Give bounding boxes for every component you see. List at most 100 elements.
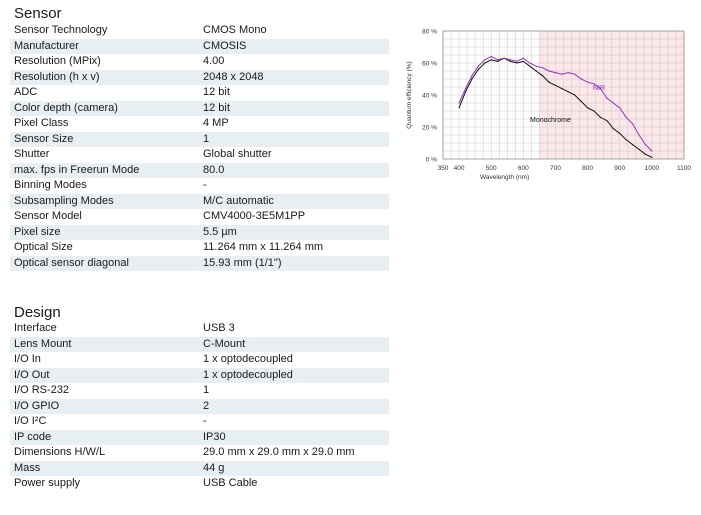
- series-label-monochrome: Monochrome: [530, 117, 571, 124]
- sensor-spec-row: ADC 12 bit: [10, 85, 389, 101]
- sensor-spec-table: Sensor Technology CMOS Mono Manufacturer CM…: [10, 23, 389, 271]
- x-tick-label: 350: [438, 165, 449, 172]
- data-point-monochrome: [522, 60, 524, 63]
- data-point-monochrome: [464, 91, 467, 93]
- sensor-spec-row: Pixel size 5.5 µm: [10, 224, 389, 240]
- spec-value: CMOS Mono: [203, 24, 267, 36]
- spec-value: 29.0 mm x 29.0 mm x 29.0 mm: [203, 446, 355, 458]
- spec-value: C-Mount: [203, 337, 246, 350]
- data-point-monochrome: [612, 128, 614, 130]
- sensor-spec-row: Resolution (MPix) 4.00: [10, 54, 389, 70]
- data-point-nir: [471, 75, 473, 77]
- spec-label: Power supply: [14, 477, 81, 489]
- data-point-nir: [631, 123, 634, 125]
- data-point-monochrome: [509, 60, 512, 63]
- spec-value: CMV4000-3E5M1PP: [203, 210, 306, 222]
- data-point-nir: [484, 59, 486, 61]
- sensor-spec-row: Color depth (camera) 12 bit: [10, 100, 389, 116]
- spec-value: 80.0: [203, 163, 225, 176]
- sensor-spec-row: Pixel Class 4 MP: [10, 116, 389, 132]
- x-tick-label: 1100: [677, 165, 691, 172]
- design-spec-row: I/O In 1 x optodecoupled: [10, 352, 389, 368]
- spec-value: 4.00: [203, 55, 225, 67]
- spec-value: IP30: [203, 430, 226, 443]
- data-point-nir: [651, 150, 653, 152]
- spec-label: Dimensions H/W/L: [14, 446, 106, 458]
- data-point-monochrome: [631, 144, 634, 146]
- data-point-nir: [593, 83, 595, 85]
- data-point-monochrome: [477, 68, 479, 70]
- data-point-nir: [638, 134, 640, 136]
- series-label-nir: NIR: [593, 85, 605, 92]
- data-point-monochrome: [484, 62, 486, 64]
- sensor-spec-row: Binning Modes -: [10, 178, 389, 194]
- data-point-nir: [580, 78, 582, 80]
- spec-value: -: [203, 415, 207, 427]
- spec-value: 1 x optodecoupled: [203, 353, 293, 365]
- spec-label: Lens Mount: [14, 337, 72, 350]
- spec-value: CMOSIS: [203, 39, 247, 52]
- data-point-nir: [503, 57, 505, 59]
- data-point-monochrome: [574, 94, 576, 96]
- data-point-monochrome: [587, 107, 589, 109]
- data-point-nir: [529, 62, 531, 64]
- spec-value: 12 bit: [203, 101, 230, 114]
- spec-label: Color depth (camera): [14, 101, 118, 114]
- data-point-monochrome: [471, 78, 473, 80]
- design-spec-row: I/O RS-232 1: [10, 383, 389, 399]
- spec-label: I/O I²C: [14, 415, 47, 427]
- data-point-monochrome: [554, 84, 557, 86]
- data-point-nir: [625, 116, 627, 118]
- spec-label: I/O GPIO: [14, 399, 60, 412]
- spec-value: USB Cable: [203, 477, 258, 489]
- spec-label: Subsampling Modes: [14, 194, 114, 207]
- data-point-nir: [490, 56, 492, 58]
- design-spec-row: Lens Mount C-Mount: [10, 336, 389, 352]
- spec-value: Global shutter: [203, 148, 272, 160]
- data-point-nir: [542, 67, 544, 69]
- data-point-monochrome: [619, 132, 621, 134]
- spec-label: I/O Out: [14, 368, 50, 381]
- spec-label: Sensor Model: [14, 210, 82, 222]
- sensor-spec-row: max. fps in Freerun Mode 80.0: [10, 162, 389, 178]
- design-spec-row: Mass 44 g: [10, 460, 389, 476]
- data-point-nir: [574, 73, 576, 75]
- spec-value: 15.93 mm (1/1"): [203, 256, 282, 269]
- data-point-monochrome: [593, 110, 595, 112]
- design-spec-row: I/O Out 1 x optodecoupled: [10, 367, 389, 383]
- data-point-nir: [561, 73, 563, 75]
- spec-label: Shutter: [14, 148, 50, 160]
- sensor-section-title: Sensor: [14, 5, 62, 22]
- y-tick-label: 0 %: [426, 157, 437, 164]
- spec-value: 1 x optodecoupled: [203, 368, 293, 381]
- spec-label: Resolution (h x v): [14, 70, 100, 83]
- spec-value: 11.264 mm x 11.264 mm: [203, 241, 324, 253]
- spec-value: 5.5 µm: [203, 225, 237, 238]
- spec-value: 2048 x 2048: [203, 70, 264, 83]
- spec-value: USB 3: [203, 322, 235, 334]
- spec-value: 1: [203, 132, 210, 145]
- data-point-monochrome: [580, 100, 582, 102]
- spec-label: Pixel size: [14, 225, 61, 238]
- data-point-nir: [644, 144, 647, 146]
- data-point-monochrome: [651, 156, 653, 158]
- x-tick-label: 500: [486, 165, 497, 172]
- spec-label: max. fps in Freerun Mode: [14, 163, 140, 176]
- x-tick-label: 800: [582, 165, 593, 172]
- data-point-nir: [554, 72, 557, 74]
- data-point-nir: [567, 72, 569, 74]
- data-point-nir: [548, 70, 550, 72]
- y-tick-label: 40 %: [422, 93, 437, 100]
- spec-label: Optical Size: [14, 241, 73, 253]
- data-point-nir: [516, 60, 518, 63]
- data-point-monochrome: [548, 81, 550, 83]
- data-point-monochrome: [516, 62, 518, 64]
- data-point-monochrome: [606, 120, 608, 122]
- data-point-nir: [599, 88, 602, 90]
- data-point-monochrome: [625, 139, 627, 141]
- data-point-nir: [509, 59, 512, 61]
- design-spec-row: I/O GPIO 2: [10, 398, 389, 414]
- spec-value: 12 bit: [203, 86, 230, 98]
- sensor-spec-row: Optical sensor diagonal 15.93 mm (1/1"): [10, 255, 389, 271]
- design-spec-row: I/O I²C -: [10, 414, 389, 430]
